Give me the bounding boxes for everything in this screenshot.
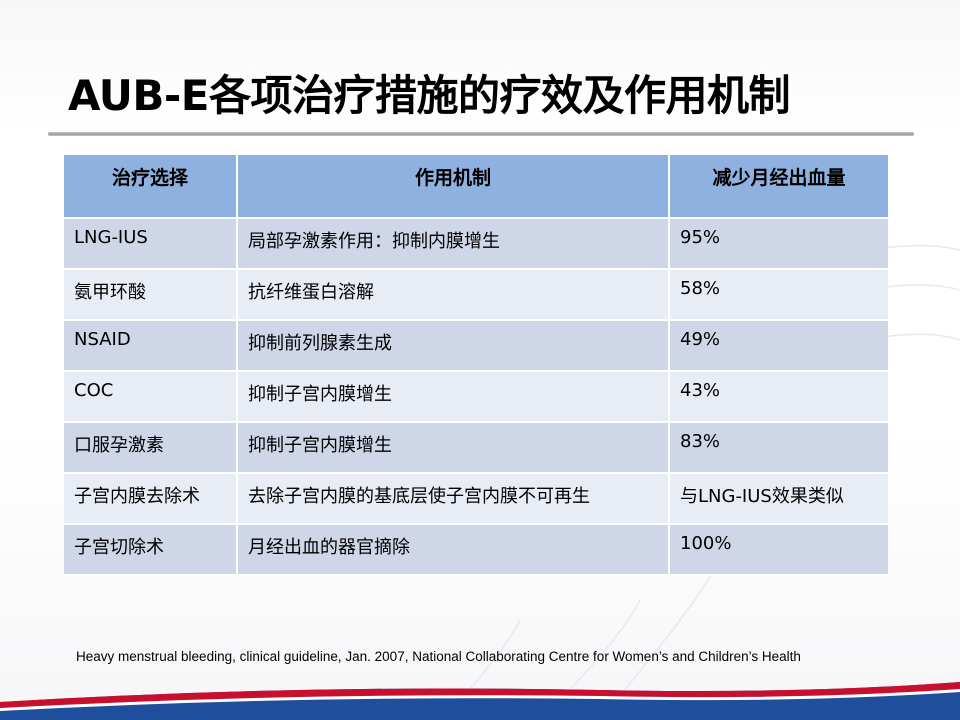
cell-reduction: 83% [670, 423, 888, 474]
cell-reduction: 43% [670, 372, 888, 423]
cell-mechanism: 局部孕激素作用：抑制内膜增生 [238, 219, 670, 270]
cell-reduction: 49% [670, 321, 888, 372]
cell-reduction: 58% [670, 270, 888, 321]
cell-mechanism: 抑制前列腺素生成 [238, 321, 670, 372]
page-title: AUB-E各项治疗措施的疗效及作用机制 [68, 71, 790, 120]
table-row: NSAID 抑制前列腺素生成 49% [64, 321, 888, 372]
table-row: 子宫内膜去除术 去除子宫内膜的基底层使子宫内膜不可再生 与LNG-IUS效果类似 [64, 474, 888, 525]
header-treatment: 治疗选择 [64, 155, 238, 219]
cell-mechanism: 抗纤维蛋白溶解 [238, 270, 670, 321]
header-reduction: 减少月经出血量 [670, 155, 888, 219]
header-mechanism: 作用机制 [238, 155, 670, 219]
cell-treatment: 子宫内膜去除术 [64, 474, 238, 525]
cell-treatment: 子宫切除术 [64, 525, 238, 576]
cell-reduction: 95% [670, 219, 888, 270]
cell-treatment: COC [64, 372, 238, 423]
treatment-table: 治疗选择 作用机制 减少月经出血量 LNG-IUS 局部孕激素作用：抑制内膜增生… [64, 155, 888, 576]
table-header-row: 治疗选择 作用机制 减少月经出血量 [64, 155, 888, 219]
table-row: 氨甲环酸 抗纤维蛋白溶解 58% [64, 270, 888, 321]
table-row: 子宫切除术 月经出血的器官摘除 100% [64, 525, 888, 576]
cell-mechanism: 月经出血的器官摘除 [238, 525, 670, 576]
cell-mechanism: 抑制子宫内膜增生 [238, 372, 670, 423]
citation-text: Heavy menstrual bleeding, clinical guide… [76, 649, 801, 664]
table-row: LNG-IUS 局部孕激素作用：抑制内膜增生 95% [64, 219, 888, 270]
cell-treatment: 口服孕激素 [64, 423, 238, 474]
table-row: COC 抑制子宫内膜增生 43% [64, 372, 888, 423]
cell-treatment: 氨甲环酸 [64, 270, 238, 321]
cell-mechanism: 去除子宫内膜的基底层使子宫内膜不可再生 [238, 474, 670, 525]
cell-reduction: 100% [670, 525, 888, 576]
cell-mechanism: 抑制子宫内膜增生 [238, 423, 670, 474]
table-row: 口服孕激素 抑制子宫内膜增生 83% [64, 423, 888, 474]
title-divider [48, 132, 914, 136]
footer-wave-band [0, 682, 960, 720]
cell-treatment: NSAID [64, 321, 238, 372]
cell-reduction: 与LNG-IUS效果类似 [670, 474, 888, 525]
cell-treatment: LNG-IUS [64, 219, 238, 270]
